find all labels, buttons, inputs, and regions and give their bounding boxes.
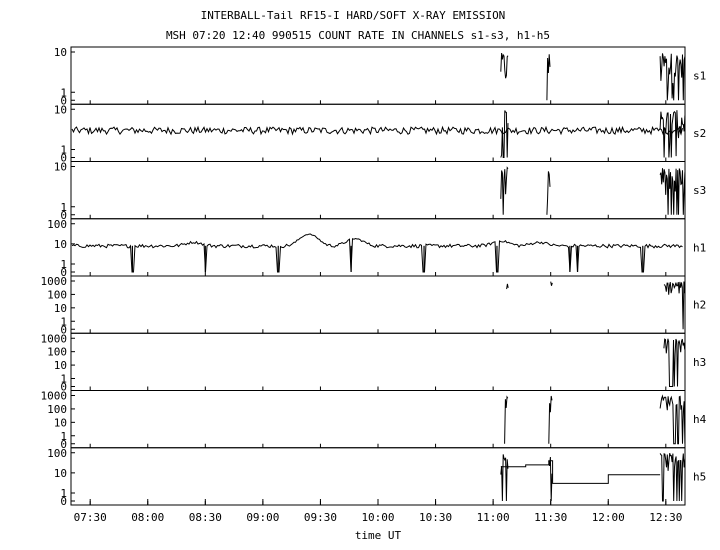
burst-s3 bbox=[500, 166, 509, 215]
x-axis-label: time UT bbox=[355, 529, 402, 542]
burst-s2 bbox=[659, 110, 686, 158]
x-tick-label: 11:00 bbox=[477, 511, 510, 524]
channel-label-h1: h1 bbox=[693, 241, 706, 254]
burst-h4 bbox=[548, 395, 553, 444]
y-tick-label-h3: 100 bbox=[47, 346, 67, 359]
y-tick-label-s3: 10 bbox=[54, 161, 67, 174]
channel-label-h3: h3 bbox=[693, 356, 706, 369]
trace-s2 bbox=[71, 125, 683, 136]
panel-s1: 10 10 s1 bbox=[54, 46, 707, 107]
burst-h2 bbox=[663, 281, 686, 330]
burst-h4 bbox=[504, 395, 509, 444]
y-tick-label-h3: 1 bbox=[60, 373, 67, 386]
channel-label-s2: s2 bbox=[693, 127, 706, 140]
x-tick-label: 12:00 bbox=[592, 511, 625, 524]
panel-s3: 10 10 s3 bbox=[54, 161, 707, 222]
burst-h3 bbox=[663, 338, 686, 387]
burst-s3 bbox=[659, 168, 686, 215]
y-tick-label-h1: 10 bbox=[54, 238, 67, 251]
panel-frame-h3 bbox=[70, 332, 686, 391]
channel-label-h5: h5 bbox=[693, 470, 706, 483]
panel-h5: 100 10 10 h5 bbox=[47, 447, 706, 508]
y-tick-label-h1: 1 bbox=[60, 258, 67, 271]
y-tick-label-h5: 100 bbox=[47, 447, 67, 460]
y-tick-label-h4: 1 bbox=[60, 430, 67, 443]
channel-label-s1: s1 bbox=[693, 70, 706, 83]
x-tick-label: 07:30 bbox=[74, 511, 107, 524]
panel-h1: 100 10 10 h1 bbox=[47, 218, 706, 279]
burst-h5 bbox=[500, 454, 509, 502]
x-tick-label: 08:30 bbox=[189, 511, 222, 524]
chart-subtitle: MSH 07:20 12:40 990515 COUNT RATE IN CHA… bbox=[166, 29, 550, 42]
x-tick-label: 11:30 bbox=[534, 511, 567, 524]
y-tick-label-h1: 0 bbox=[60, 266, 67, 279]
x-tick-label: 10:00 bbox=[361, 511, 394, 524]
y-tick-label-h5: 1 bbox=[60, 487, 67, 500]
burst-h2 bbox=[550, 281, 553, 286]
channel-label-h4: h4 bbox=[693, 413, 707, 426]
burst-s1 bbox=[546, 54, 551, 101]
y-tick-label-h4: 0 bbox=[60, 438, 67, 451]
burst-s1 bbox=[500, 52, 509, 79]
x-tick-label: 09:00 bbox=[246, 511, 279, 524]
y-tick-label-h3: 10 bbox=[54, 359, 67, 372]
panel-frame-h2 bbox=[70, 275, 686, 334]
y-tick-label-h3: 1000 bbox=[41, 332, 68, 345]
x-tick-label: 08:00 bbox=[131, 511, 164, 524]
trace-h1 bbox=[71, 233, 683, 273]
x-axis: 07:30 08:00 08:30 09:00 09:30 10:00 10:30 11:00… bbox=[74, 499, 682, 524]
y-tick-label-s1: 0 bbox=[60, 94, 67, 107]
x-tick-label: 12:30 bbox=[649, 511, 682, 524]
y-tick-label-h5: 0 bbox=[60, 495, 67, 508]
y-tick-label-h5: 10 bbox=[54, 467, 67, 480]
burst-h2 bbox=[506, 283, 509, 290]
y-tick-label-h2: 1000 bbox=[41, 275, 68, 288]
burst-s3 bbox=[546, 171, 551, 215]
y-tick-label-h2: 0 bbox=[60, 323, 67, 336]
panel-frame-s3 bbox=[70, 161, 686, 220]
y-tick-label-s1: 10 bbox=[54, 46, 67, 59]
y-tick-label-s3: 1 bbox=[60, 201, 67, 214]
y-tick-label-s2: 0 bbox=[60, 152, 67, 165]
y-tick-label-h4: 10 bbox=[54, 416, 67, 429]
burst-s2 bbox=[500, 110, 509, 158]
y-tick-label-h2: 1 bbox=[60, 315, 67, 328]
step-trace-h5 bbox=[500, 460, 661, 484]
panels: 1010s11010s21010s31001010h110001001010h2… bbox=[41, 46, 707, 508]
x-tick-label: 10:30 bbox=[419, 511, 452, 524]
y-tick-label-s1: 1 bbox=[60, 86, 67, 99]
channel-label-h2: h2 bbox=[693, 299, 706, 312]
y-tick-label-s2: 10 bbox=[54, 103, 67, 116]
panel-frame-h4 bbox=[70, 390, 686, 449]
y-tick-label-h4: 100 bbox=[47, 403, 67, 416]
y-tick-label-h2: 100 bbox=[47, 288, 67, 301]
x-tick-label: 09:30 bbox=[304, 511, 337, 524]
y-tick-label-s3: 0 bbox=[60, 209, 67, 222]
panel-frame-s1 bbox=[70, 46, 686, 105]
y-tick-label-h3: 0 bbox=[60, 381, 67, 394]
panel-s2: 10 10 s2 bbox=[54, 103, 707, 164]
burst-h5 bbox=[659, 453, 686, 502]
y-tick-label-h1: 100 bbox=[47, 218, 67, 231]
chart-title: INTERBALL-Tail RF15-I HARD/SOFT X-RAY EM… bbox=[201, 9, 506, 22]
y-tick-label-s2: 1 bbox=[60, 144, 67, 157]
panel-frame-h5 bbox=[70, 447, 686, 506]
burst-s1 bbox=[659, 53, 686, 101]
burst-h5 bbox=[548, 456, 553, 502]
y-tick-label-h4: 1000 bbox=[41, 390, 68, 403]
burst-h4 bbox=[659, 394, 686, 445]
y-tick-label-h2: 10 bbox=[54, 302, 67, 315]
channel-label-s3: s3 bbox=[693, 184, 706, 197]
